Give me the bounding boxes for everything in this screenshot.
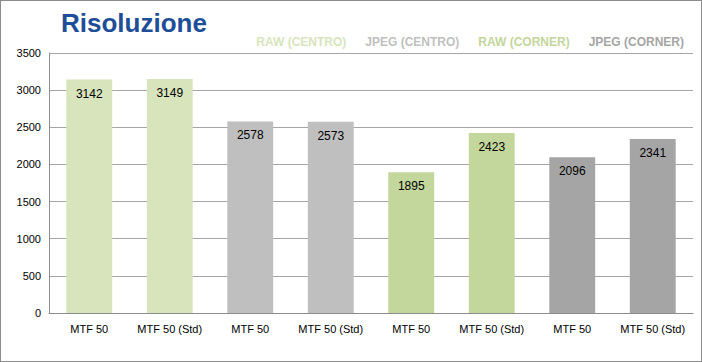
svg-text:MTF 50 (Std): MTF 50 (Std): [298, 323, 363, 335]
svg-text:3500: 3500: [17, 47, 41, 59]
svg-text:2573: 2573: [317, 129, 344, 143]
svg-text:1500: 1500: [17, 196, 41, 208]
svg-text:2096: 2096: [559, 164, 586, 178]
svg-text:3149: 3149: [156, 86, 183, 100]
svg-text:JPEG (CORNER): JPEG (CORNER): [589, 35, 684, 49]
svg-text:RAW (CORNER): RAW (CORNER): [478, 35, 569, 49]
svg-text:3142: 3142: [76, 87, 103, 101]
svg-text:2423: 2423: [478, 140, 505, 154]
svg-text:MTF 50 (Std): MTF 50 (Std): [459, 323, 524, 335]
svg-text:2000: 2000: [17, 158, 41, 170]
svg-text:MTF 50: MTF 50: [553, 323, 591, 335]
svg-text:MTF 50 (Std): MTF 50 (Std): [137, 323, 202, 335]
svg-text:MTF 50: MTF 50: [70, 323, 108, 335]
svg-text:JPEG (CENTRO): JPEG (CENTRO): [365, 35, 459, 49]
svg-text:3000: 3000: [17, 84, 41, 96]
svg-text:MTF 50 (Std): MTF 50 (Std): [620, 323, 685, 335]
svg-text:Risoluzione: Risoluzione: [61, 8, 207, 38]
svg-text:MTF 50: MTF 50: [231, 323, 269, 335]
svg-text:1895: 1895: [398, 179, 425, 193]
svg-text:RAW (CENTRO): RAW (CENTRO): [256, 35, 346, 49]
svg-text:2578: 2578: [237, 128, 264, 142]
svg-text:2500: 2500: [17, 121, 41, 133]
svg-text:2341: 2341: [639, 146, 666, 160]
svg-text:500: 500: [23, 270, 41, 282]
svg-text:0: 0: [35, 307, 41, 319]
svg-text:1000: 1000: [17, 233, 41, 245]
svg-text:MTF 50: MTF 50: [392, 323, 430, 335]
